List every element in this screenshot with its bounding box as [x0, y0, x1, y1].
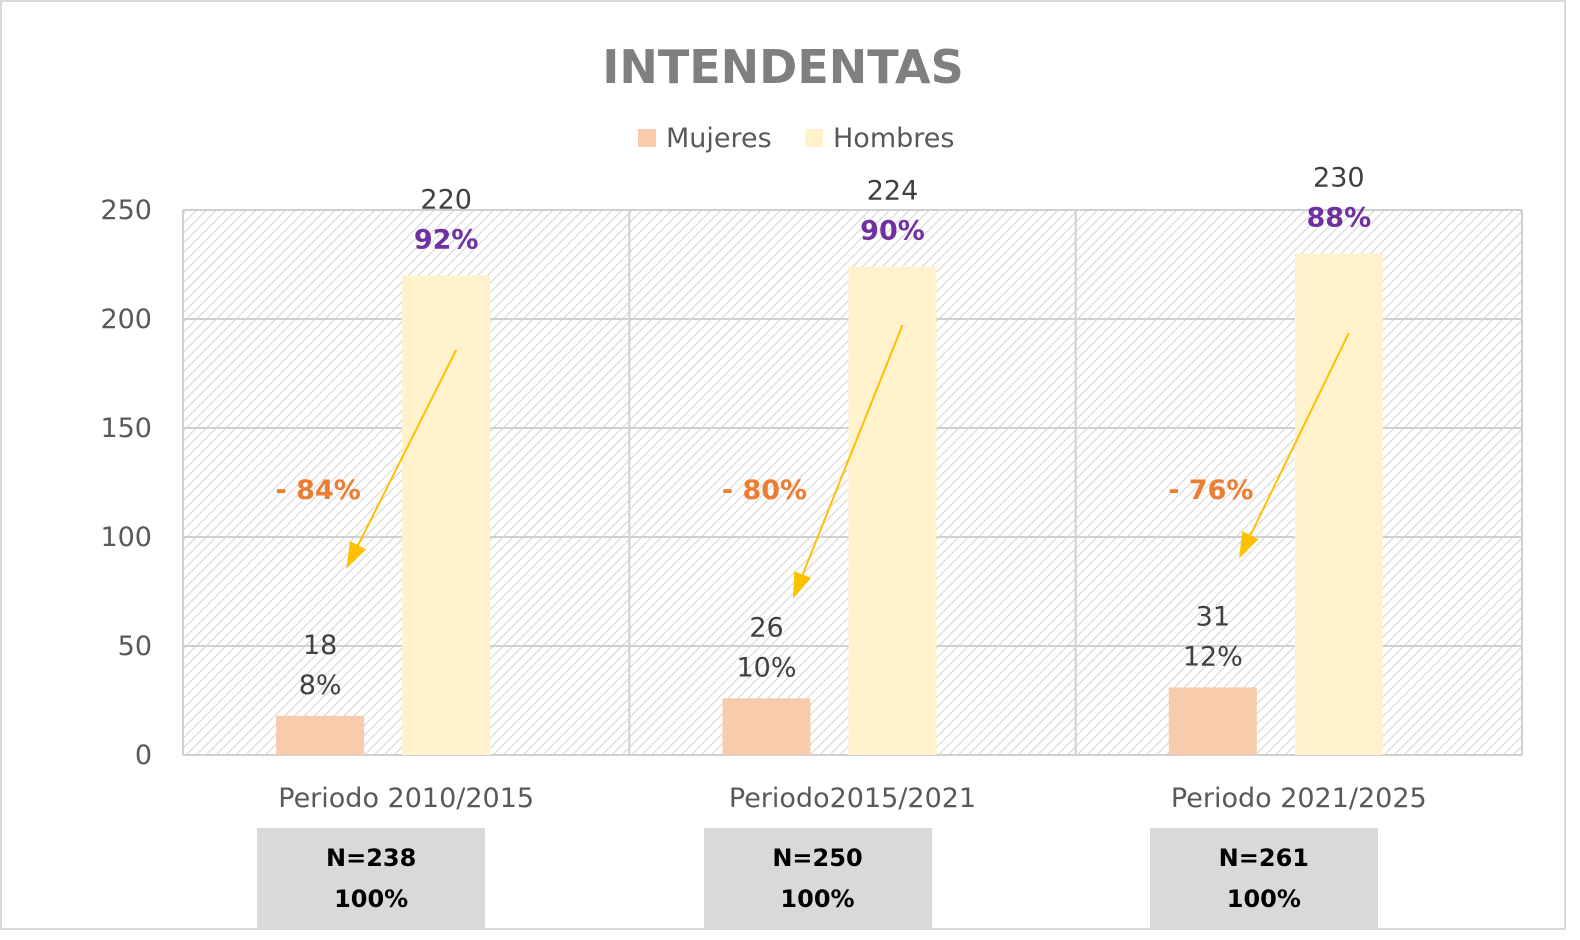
data-label-hombres-percent: 92%: [414, 224, 479, 255]
data-label-mujeres-value: 26: [749, 612, 783, 643]
arrow-head: [346, 541, 367, 569]
y-tick-label: 0: [135, 740, 152, 771]
bar-hombres: [1294, 253, 1383, 755]
legend-label: Mujeres: [666, 123, 772, 154]
legend-swatch: [805, 129, 823, 147]
y-tick-label: 100: [100, 522, 152, 553]
x-tick-label: Periodo 2010/2015: [278, 783, 534, 814]
bar-hombres: [402, 275, 491, 755]
total-box: N=238 100%: [257, 828, 486, 930]
data-label-hombres-value: 220: [420, 184, 472, 215]
bar-mujeres: [722, 698, 811, 755]
data-label-mujeres-percent: 12%: [1183, 641, 1243, 672]
total-percent-label: 100%: [1226, 885, 1301, 913]
legend-swatch: [638, 129, 656, 147]
y-tick-label: 250: [100, 195, 152, 226]
legend-label: Hombres: [833, 123, 954, 154]
x-tick-label: Periodo 2021/2025: [1171, 783, 1427, 814]
data-label-mujeres-value: 18: [303, 630, 337, 661]
y-tick-label: 200: [100, 304, 152, 335]
total-percent-label: 100%: [780, 885, 855, 913]
chart-title: INTENDENTAS: [602, 40, 964, 94]
data-label-mujeres-percent: 10%: [736, 652, 796, 683]
gap-label: - 84%: [276, 475, 361, 506]
arrow-line: [1239, 332, 1350, 556]
data-label-hombres-percent: 90%: [860, 216, 925, 247]
x-tick-label: Periodo2015/2021: [729, 783, 976, 814]
total-percent-label: 100%: [334, 885, 409, 913]
total-n-label: N=250: [772, 844, 863, 872]
arrow-head: [1239, 531, 1259, 559]
arrow-line: [347, 349, 458, 566]
arrow-head: [793, 571, 812, 599]
bar-mujeres: [1168, 687, 1257, 755]
total-n-label: N=238: [326, 844, 417, 872]
plot-area: 0 50 100 150 200 250 Mujeres Hombres 18 8% 220 92% -…: [100, 123, 1523, 814]
bar-hombres: [848, 266, 937, 755]
y-tick-label: 150: [100, 413, 152, 444]
bar-mujeres: [276, 715, 365, 755]
y-tick-label: 50: [118, 631, 152, 662]
data-label-hombres-value: 230: [1313, 163, 1365, 194]
arrow-line: [793, 324, 904, 596]
gap-label: - 80%: [722, 475, 807, 506]
data-label-hombres-value: 224: [867, 176, 919, 207]
total-n-label: N=261: [1218, 844, 1309, 872]
gap-label: - 76%: [1168, 475, 1253, 506]
total-box: N=261 100%: [1149, 828, 1378, 930]
total-box: N=250 100%: [703, 828, 932, 930]
data-label-hombres-percent: 88%: [1307, 203, 1372, 234]
data-label-mujeres-percent: 8%: [299, 670, 342, 701]
data-label-mujeres-value: 31: [1196, 601, 1230, 632]
